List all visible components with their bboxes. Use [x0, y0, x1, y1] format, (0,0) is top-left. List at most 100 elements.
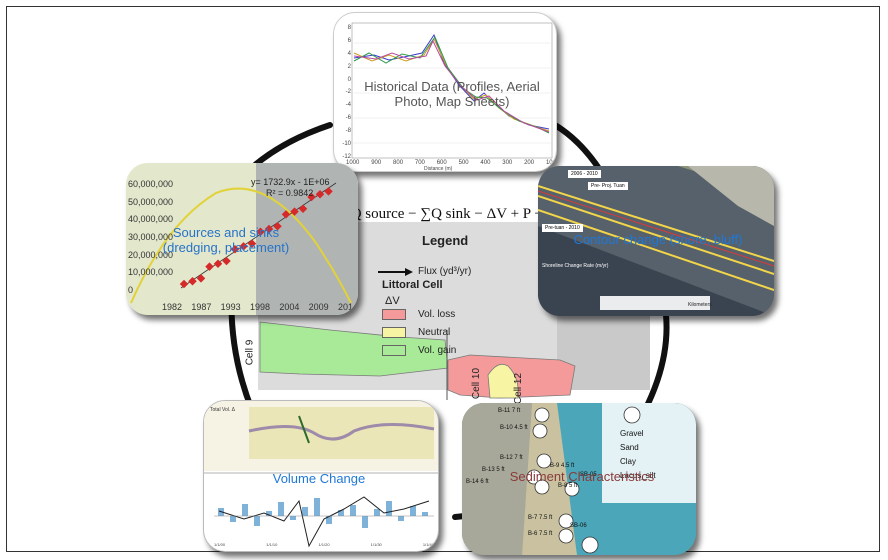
y-tick: 0 [128, 284, 134, 295]
legend-neutral: Neutral [418, 327, 451, 338]
y-tick: 2 [347, 63, 351, 70]
y-tick: 4 [347, 50, 351, 57]
volume-header: Total Vol. Δ [210, 407, 236, 413]
x-tick: 2009 [308, 302, 329, 312]
fit-equation: y= 1732.9x - 1E+06 [251, 177, 330, 187]
y-tick: 8 [347, 25, 351, 31]
boring-label: B-13 5 ft [482, 467, 505, 473]
volume-bar [362, 516, 368, 528]
x-tick: 1/1/20 [318, 542, 330, 547]
data-point-marker [222, 256, 231, 266]
x-tick: 400 [480, 160, 491, 166]
contour-line-2 [538, 195, 774, 275]
trend-line [180, 182, 337, 289]
x-tick: 1982 [162, 302, 183, 312]
data-point-marker [247, 239, 257, 248]
historical-xlabel: Distance (m) [424, 166, 453, 172]
x-tick: 1987 [191, 302, 212, 312]
x-tick: 500 [458, 160, 469, 166]
fit-r2: R² = 0.9842 [266, 188, 314, 198]
y-tick: 40,000,000 [128, 214, 174, 225]
contour-tag-2: Pre- Proj. Tuan [588, 182, 628, 190]
y-tick: 60,000,000 [128, 179, 174, 189]
arc-top-left [252, 122, 333, 168]
volume-bar [266, 511, 272, 516]
sources-chart [126, 163, 358, 315]
volume-x-ticks: 1/1/00 1/1/10 1/1/20 1/1/30 1/1/40 [214, 542, 434, 547]
x-tick: 200 [524, 160, 535, 166]
cell-12-label: Cell 12 [513, 372, 525, 405]
x-tick: 2014 [337, 302, 358, 312]
contour-scale-unit: Kilometers [688, 302, 712, 308]
volume-change-panel: Total Vol. Δ 1/1/00 1/1/10 1/1/20 1/1/30… [203, 400, 439, 552]
contour-change-panel: 2006 - 2010 Pre- Proj. Tuan Pre-tuan - 2… [538, 166, 774, 316]
contour-line-3 [538, 209, 774, 291]
boring-label: B-7 7.5 ft [528, 515, 553, 521]
volume-bar [278, 502, 284, 516]
legend-vol-loss: Vol. loss [418, 309, 456, 320]
data-point-marker [264, 224, 274, 234]
x-tick: 600 [436, 160, 447, 166]
sources-sinks-panel: 60,000,000 50,000,000 40,000,000 30,000,… [126, 163, 358, 315]
sources-sinks-label: Sources and sinks (dredging, placement) [162, 225, 290, 255]
volume-bar [326, 516, 332, 524]
yellow-curve [130, 187, 352, 304]
x-tick: 1/1/10 [266, 542, 278, 547]
boring-label: B-6 7.5 ft [528, 531, 553, 537]
data-point-marker [281, 210, 291, 219]
x-tick: 1/1/00 [214, 542, 226, 547]
volume-bar [254, 516, 260, 526]
x-tick: 1/1/40 [422, 542, 434, 547]
data-point-marker [298, 204, 308, 214]
volume-line [218, 496, 430, 548]
profile-d [353, 39, 550, 133]
sediment-map [462, 403, 696, 555]
data-point-marker [239, 242, 248, 251]
cell-9-label: Cell 9 [244, 339, 256, 366]
arc-top-right [552, 122, 603, 173]
data-point-marker [290, 207, 299, 216]
contour-change-label: Contour change (shore, bluff) [573, 232, 743, 247]
sediment-label: Sediment Characteristics [509, 469, 655, 484]
volume-bar [410, 506, 416, 516]
x-tick: 1993 [220, 302, 241, 312]
historical-y-ticks: 8 6 4 2 0 -2 -4 -6 -8 -10 -12 [337, 25, 351, 160]
boring-label: B-10 4.5 ft [500, 425, 528, 431]
x-tick: 900 [371, 160, 382, 166]
profile-c [353, 35, 550, 134]
boring-label: SB-06 [570, 523, 587, 529]
equation: ∑Q source − ∑Q sink − ΔV + P − R = Resid… [340, 206, 625, 222]
volume-bar [386, 501, 392, 516]
y-tick: -12 [342, 153, 351, 160]
y-tick: 6 [347, 37, 351, 44]
contour-map [538, 166, 774, 316]
boring-label: B-9 4.5 ft [550, 463, 575, 469]
arc-right [642, 312, 670, 413]
x-tick: 300 [502, 160, 513, 166]
contour-legend-title: Shoreline Change Rate (m/yr) [542, 263, 609, 269]
key-lacus-silt: Lacus_silt [620, 471, 656, 480]
swatch-vol-loss [382, 309, 406, 320]
y-tick: 30,000,000 [128, 231, 174, 242]
volume-bar [350, 505, 356, 516]
x-tick: 800 [393, 160, 404, 166]
y-tick: -6 [345, 115, 351, 122]
legend-littoral-cell: Littoral Cell [382, 279, 443, 291]
contour-line-red [538, 190, 774, 267]
x-tick: 2004 [279, 302, 300, 312]
data-point-marker [213, 259, 223, 269]
boring-label: B-11 7 ft [498, 408, 521, 414]
boring-label: B-8 5 ft [558, 483, 578, 489]
cell-10-label: Cell 10 [471, 367, 483, 400]
legend-vol-gain: Vol. gain [418, 345, 457, 356]
swatch-neutral [382, 327, 406, 338]
volume-bar [314, 498, 320, 516]
y-tick: -4 [345, 102, 351, 109]
y-tick: 10,000,000 [128, 267, 174, 278]
boring-label: B-12 7 ft [500, 455, 523, 461]
sediment-panel: B-11 7 ft B-10 4.5 ft B-12 7 ft B-9 4.5 … [462, 403, 696, 555]
legend-delta-v: ΔV [385, 295, 400, 307]
volume-bar [422, 512, 428, 516]
sources-x-ticks: 1982 1987 1993 1998 2004 2009 2014 [162, 302, 358, 312]
